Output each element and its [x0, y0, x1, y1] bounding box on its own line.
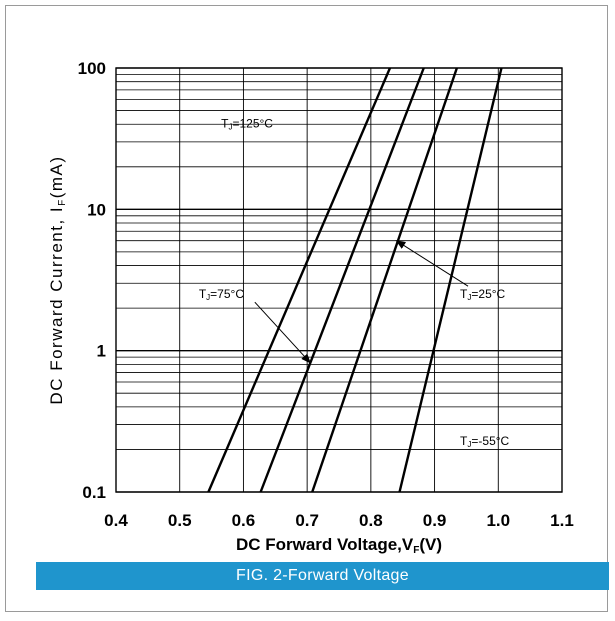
series-line	[259, 67, 425, 493]
minor-gridlines	[116, 74, 562, 450]
x-tick-label: 1.0	[486, 511, 510, 530]
y-axis-title: DC Forward Current, IF(mA)	[47, 155, 68, 404]
y-tick-label: 100	[78, 59, 106, 78]
annotation-label: TJ=25°C	[460, 287, 505, 302]
x-tick-label: 0.9	[423, 511, 447, 530]
annotation-arrow	[254, 301, 312, 364]
x-tick-label: 0.5	[168, 511, 192, 530]
tick-labels: 0.4 0.5 0.6 0.7 0.8 0.9 1.0 1.1 0.1 1 10 100	[78, 59, 574, 530]
major-gridlines	[115, 67, 563, 493]
series-line	[207, 67, 392, 493]
x-tick-label: 0.8	[359, 511, 383, 530]
annotation-label: TJ=75°C	[199, 287, 244, 302]
x-axis-title: DC Forward Voltage,VF(V)	[236, 535, 442, 556]
plot-border	[115, 67, 563, 493]
series-line	[398, 67, 503, 493]
annotation-arrow	[395, 240, 469, 287]
x-tick-label: 0.7	[295, 511, 319, 530]
annotations: TJ=125°C TJ=75°C TJ=25°C TJ=-55°C	[199, 116, 510, 449]
x-tick-label: 0.6	[232, 511, 256, 530]
y-tick-label: 0.1	[82, 483, 106, 502]
x-tick-label: 0.4	[104, 511, 128, 530]
annotation-label: TJ=125°C	[221, 116, 273, 131]
annotation-label: TJ=-55°C	[460, 434, 509, 449]
figure-caption-text: FIG. 2-Forward Voltage	[236, 567, 409, 584]
figure-caption: FIG. 2-Forward Voltage	[36, 562, 609, 590]
y-tick-label: 1	[97, 342, 106, 361]
series-lines	[207, 67, 503, 493]
series-line	[311, 67, 459, 493]
y-tick-label: 10	[87, 200, 106, 219]
x-tick-label: 1.1	[550, 511, 574, 530]
